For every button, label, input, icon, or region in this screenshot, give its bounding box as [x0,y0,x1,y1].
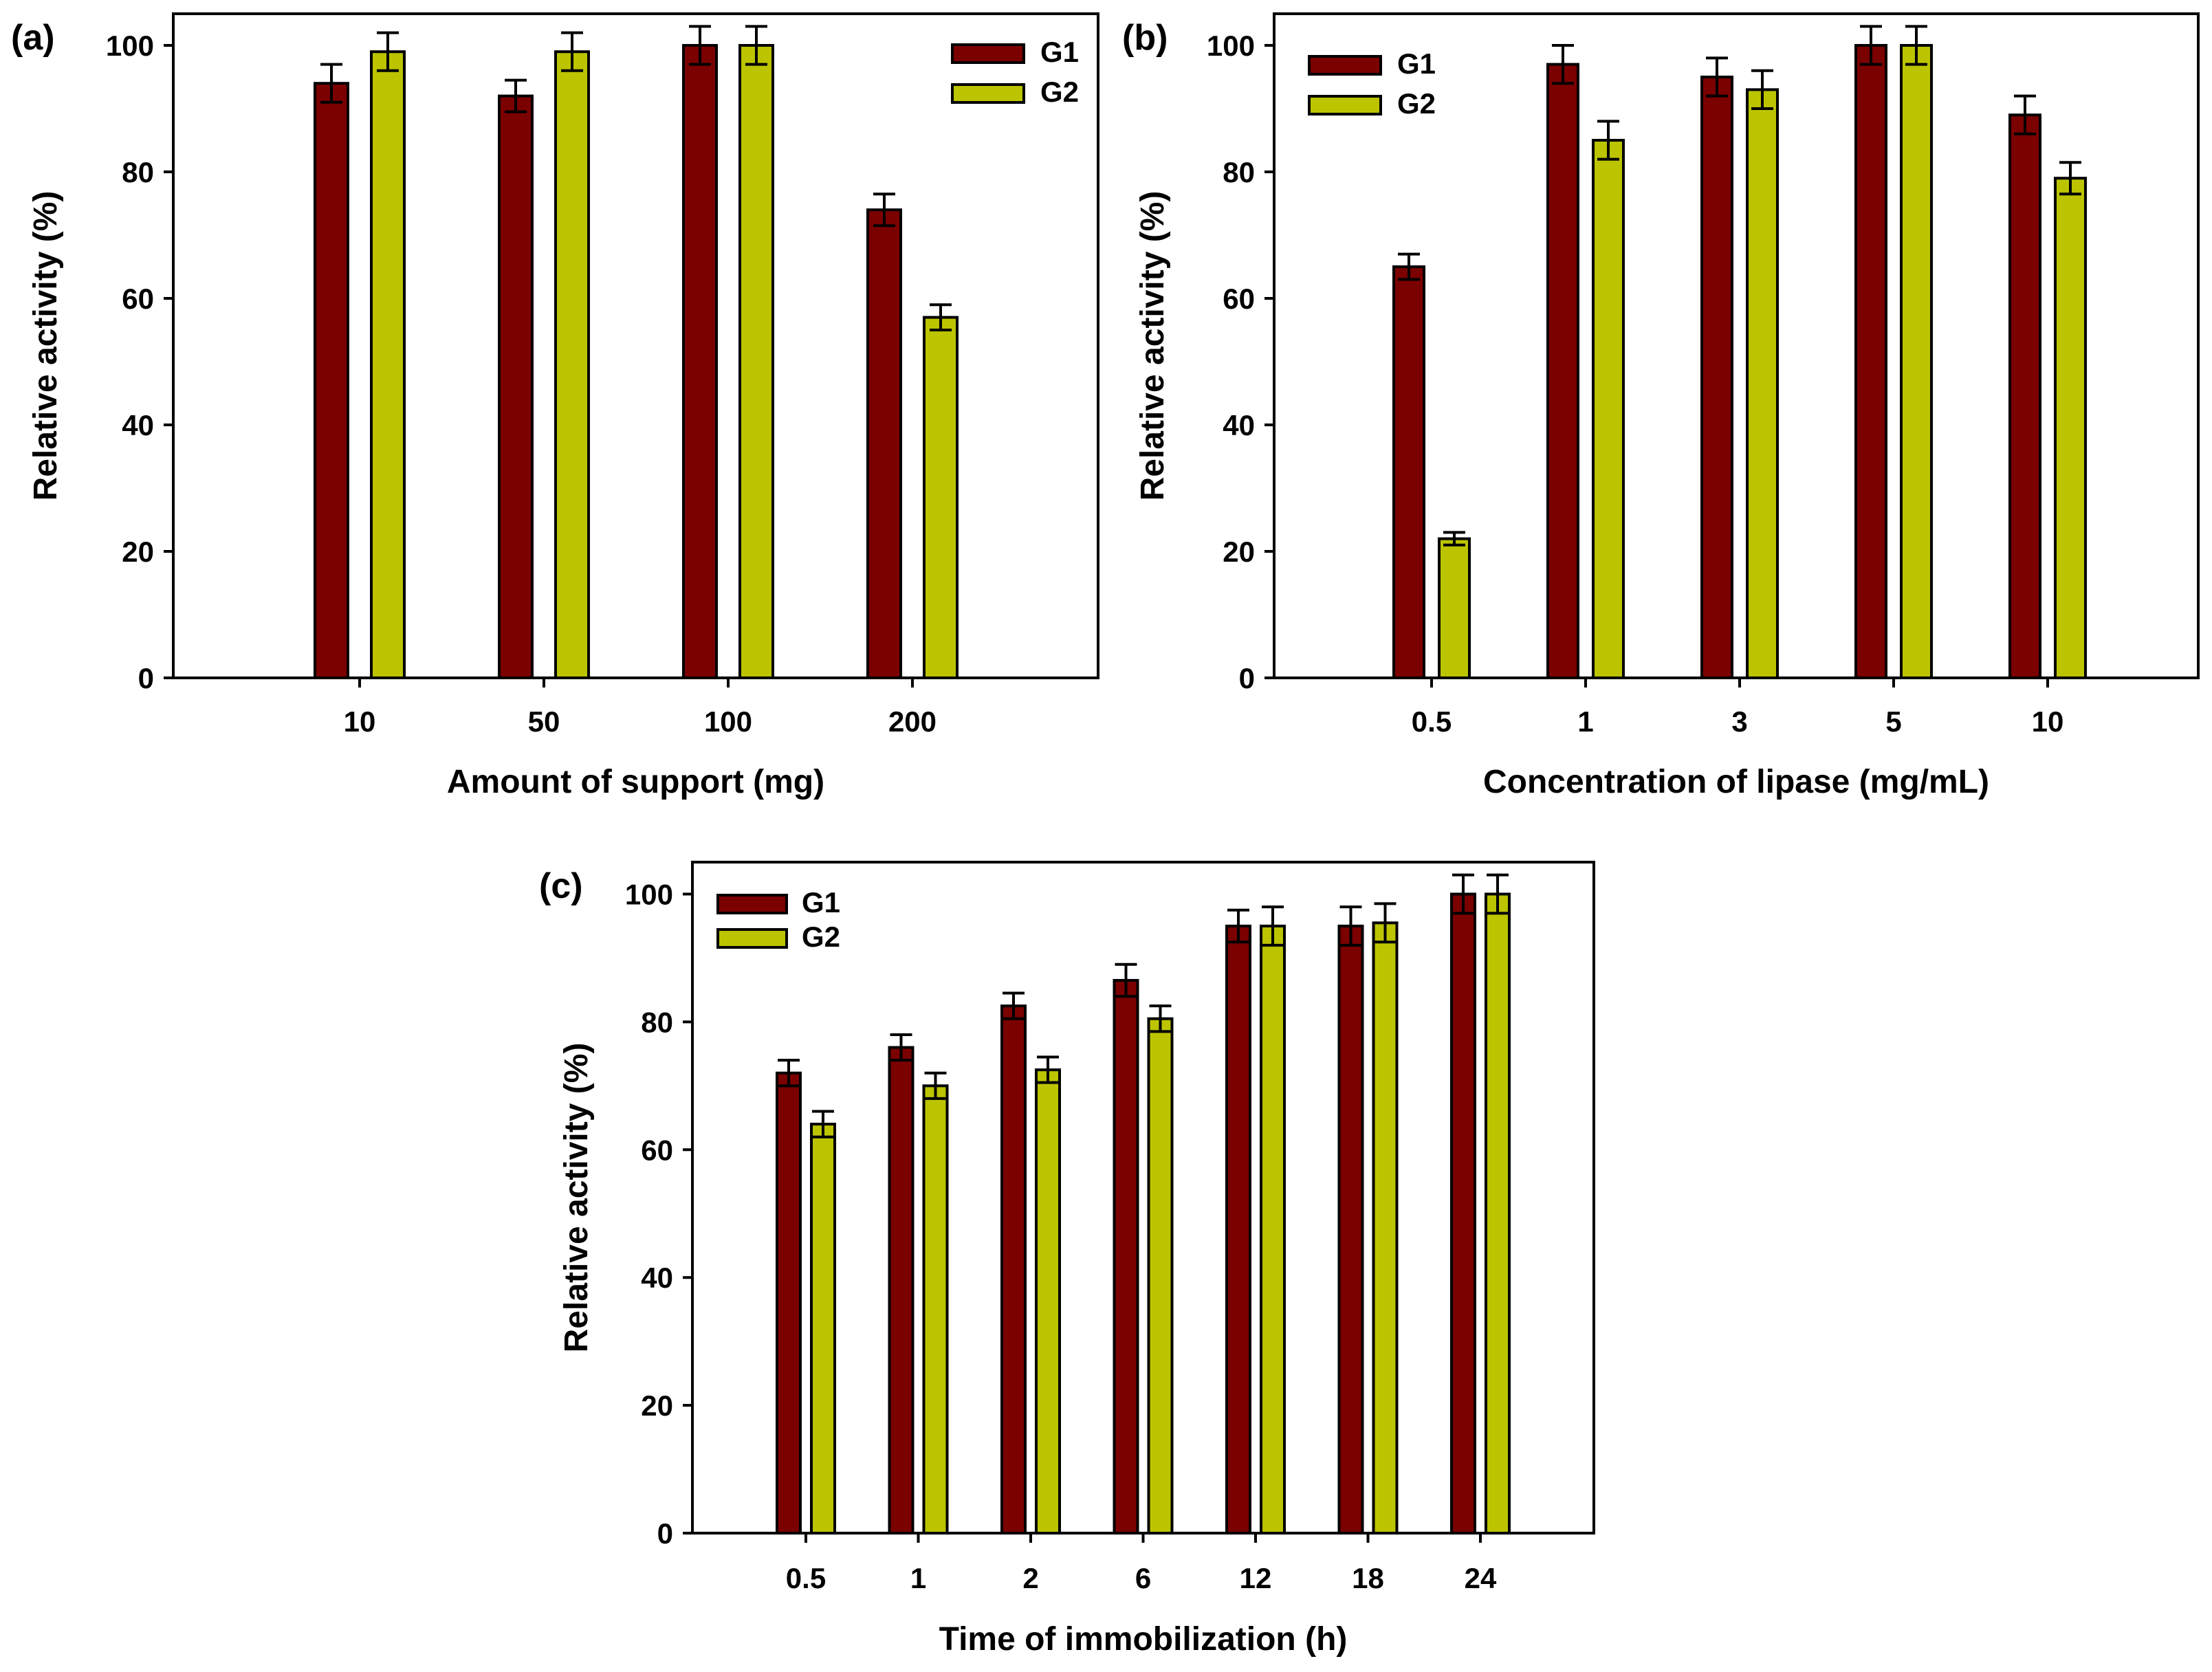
y-tick-label: 0 [657,1517,673,1550]
bar-g2-0.5 [810,1123,836,1534]
panel-label: (a) [11,18,55,58]
bar-g2-10 [370,50,406,679]
legend-swatch-g1 [1308,55,1382,76]
x-tick-label: 10 [344,705,376,738]
x-tick-label: 24 [1465,1562,1497,1594]
bar-g2-18 [1372,921,1399,1535]
legend-label-g1: G1 [802,886,840,918]
plot-area [1273,12,2200,679]
x-tick-label: 1 [1577,705,1593,738]
panel-label: (c) [539,866,583,906]
legend-swatch-g1 [716,894,788,914]
x-tick-label: 2 [1022,1562,1038,1594]
y-tick-label: 40 [641,1262,673,1294]
x-tick-label: 6 [1135,1562,1151,1594]
y-tick-label: 100 [106,30,154,62]
bar-g2-50 [554,50,590,679]
y-tick-label: 0 [1239,662,1255,694]
bar-g1-2 [1000,1004,1027,1534]
y-tick-label: 60 [122,283,154,315]
bar-g1-100 [682,44,718,679]
bar-g1-5 [1854,44,1887,679]
y-tick-label: 100 [625,878,673,910]
plot-area [172,12,1099,679]
legend-label-g1: G1 [1040,36,1079,68]
bar-g2-1 [922,1084,949,1535]
x-tick-label: 3 [1731,705,1747,738]
x-tick-label: 50 [528,705,560,738]
bar-g2-3 [1746,88,1779,679]
y-tick-label: 40 [1223,409,1255,441]
legend-label-g2: G2 [1397,87,1436,120]
bar-g1-1 [888,1046,915,1534]
bar-g1-24 [1450,892,1476,1534]
y-tick-label: 0 [138,662,154,694]
y-tick-label: 60 [641,1134,673,1166]
bar-g2-200 [923,316,959,680]
x-tick-label: 18 [1352,1562,1384,1594]
y-tick-label: 20 [641,1389,673,1422]
bar-g1-0.5 [1392,265,1425,679]
bar-g1-12 [1225,924,1251,1534]
y-tick-label: 40 [122,409,154,441]
panel-label: (b) [1122,18,1168,58]
legend-swatch-g2 [716,928,788,949]
bar-g1-50 [498,94,534,680]
legend-label-g1: G1 [1397,47,1436,80]
legend-label-g2: G2 [802,921,840,953]
y-tick-label: 20 [122,536,154,568]
bar-g2-2 [1035,1068,1061,1534]
legend-label-g2: G2 [1040,76,1079,108]
bar-g1-3 [1700,76,1733,679]
bar-g2-6 [1147,1017,1174,1534]
x-tick-label: 10 [2032,705,2064,738]
bar-g1-1 [1546,63,1579,680]
bar-g2-0.5 [1438,537,1471,679]
y-axis-title: Relative activity (%) [28,191,64,501]
x-tick-label: 1 [910,1562,926,1594]
bar-g2-1 [1592,139,1625,679]
y-tick-label: 80 [1223,156,1255,188]
y-tick-label: 80 [641,1006,673,1038]
x-tick-label: 200 [888,705,937,738]
bar-g1-0.5 [776,1071,802,1534]
x-tick-label: 0.5 [1412,705,1452,738]
bar-g2-10 [2054,177,2087,679]
bar-g2-100 [738,44,774,679]
legend-swatch-g2 [1308,95,1382,116]
bar-g1-10 [2008,113,2041,679]
bar-g1-200 [866,208,902,679]
bar-g2-5 [1900,44,1933,679]
x-tick-label: 100 [704,705,752,738]
legend-swatch-g1 [951,43,1025,64]
x-axis-title: Concentration of lipase (mg/mL) [1483,764,1989,800]
y-tick-label: 80 [122,156,154,188]
bar-g1-18 [1337,924,1364,1534]
bar-g1-10 [314,82,349,679]
bar-g2-12 [1260,924,1286,1534]
x-tick-label: 5 [1885,705,1901,738]
x-tick-label: 12 [1240,1562,1272,1594]
y-axis-title: Relative activity (%) [558,1043,595,1353]
bar-g1-6 [1113,978,1139,1534]
x-tick-label: 0.5 [786,1562,826,1594]
y-axis-title: Relative activity (%) [1135,191,1171,501]
bar-g2-24 [1485,892,1511,1534]
y-tick-label: 20 [1223,536,1255,568]
legend-swatch-g2 [951,83,1025,104]
x-axis-title: Time of immobilization (h) [939,1621,1348,1658]
y-tick-label: 60 [1223,283,1255,315]
x-axis-title: Amount of support (mg) [447,764,824,800]
y-tick-label: 100 [1207,30,1255,62]
